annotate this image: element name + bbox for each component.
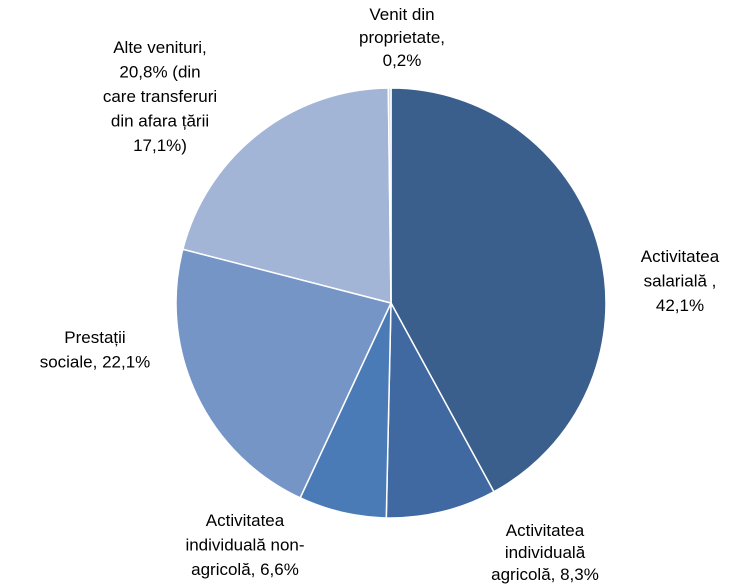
slice-label: Prestații sociale, 22,1%: [40, 328, 151, 372]
label-line: Activitatea: [641, 247, 720, 266]
slice-label: Activitatea individuală non-agricolă, 6,6…: [185, 511, 304, 579]
label-line: individuală non-: [185, 536, 304, 555]
label-line: agricolă, 8,3%: [491, 565, 599, 584]
label-line: 0,2%: [383, 51, 422, 70]
label-line: 42,1%: [656, 296, 704, 315]
label-line: 17,1%): [133, 136, 187, 155]
label-line: din afara țării: [111, 112, 209, 131]
pie-slice: [175, 248, 393, 499]
label-line: Venit din: [369, 5, 434, 24]
slice-label: Alte venituri, 20,8% (din care transferuri…: [103, 38, 217, 155]
pie-slice: [390, 87, 607, 493]
label-line: agricolă, 6,6%: [191, 560, 299, 579]
label-line: Activitatea: [206, 511, 285, 530]
slice-label: Venit din proprietate, 0,2%: [359, 5, 445, 70]
pie-slice: [385, 300, 495, 519]
pie-slice: [181, 87, 392, 304]
label-line: 20,8% (din: [119, 63, 200, 82]
label-line: Activitatea: [506, 521, 585, 540]
label-line: Prestații: [64, 328, 125, 347]
slice-label: Activitatea individuală agricolă, 8,3%: [491, 521, 599, 584]
label-line: individuală: [505, 543, 586, 562]
label-line: proprietate,: [359, 28, 445, 47]
pie-slice: [387, 87, 392, 304]
label-line: sociale, 22,1%: [40, 353, 151, 372]
slice-label: Activitatea salarială , 42,1%: [641, 247, 720, 315]
label-line: Alte venituri,: [113, 38, 207, 57]
label-line: salarială ,: [644, 272, 717, 291]
label-line: care transferuri: [103, 87, 217, 106]
